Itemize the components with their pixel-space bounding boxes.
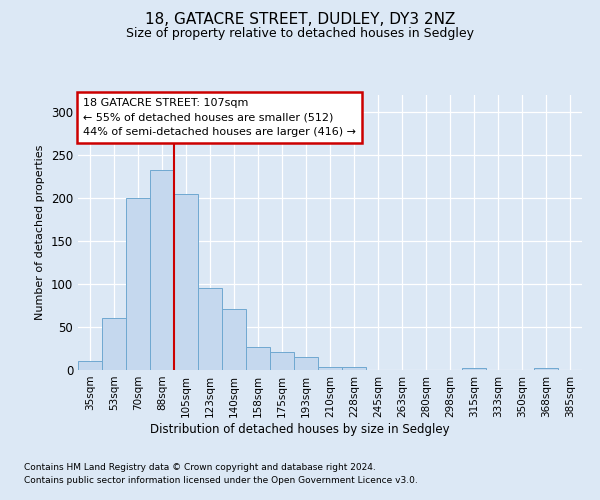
Text: 18, GATACRE STREET, DUDLEY, DY3 2NZ: 18, GATACRE STREET, DUDLEY, DY3 2NZ xyxy=(145,12,455,28)
Bar xyxy=(270,352,294,370)
Bar xyxy=(534,368,558,370)
Y-axis label: Number of detached properties: Number of detached properties xyxy=(35,145,46,320)
Text: Size of property relative to detached houses in Sedgley: Size of property relative to detached ho… xyxy=(126,28,474,40)
Bar xyxy=(318,366,342,370)
Bar xyxy=(78,362,102,370)
Bar xyxy=(462,368,486,370)
Bar xyxy=(246,347,270,370)
Text: Contains public sector information licensed under the Open Government Licence v3: Contains public sector information licen… xyxy=(24,476,418,485)
Bar xyxy=(294,357,318,370)
Bar xyxy=(174,194,198,370)
Bar xyxy=(150,170,174,370)
Bar xyxy=(342,366,366,370)
Text: Distribution of detached houses by size in Sedgley: Distribution of detached houses by size … xyxy=(150,422,450,436)
Bar xyxy=(198,288,222,370)
Bar xyxy=(222,309,246,370)
Bar xyxy=(126,198,150,370)
Bar xyxy=(102,318,126,370)
Text: Contains HM Land Registry data © Crown copyright and database right 2024.: Contains HM Land Registry data © Crown c… xyxy=(24,462,376,471)
Text: 18 GATACRE STREET: 107sqm
← 55% of detached houses are smaller (512)
44% of semi: 18 GATACRE STREET: 107sqm ← 55% of detac… xyxy=(83,98,356,138)
